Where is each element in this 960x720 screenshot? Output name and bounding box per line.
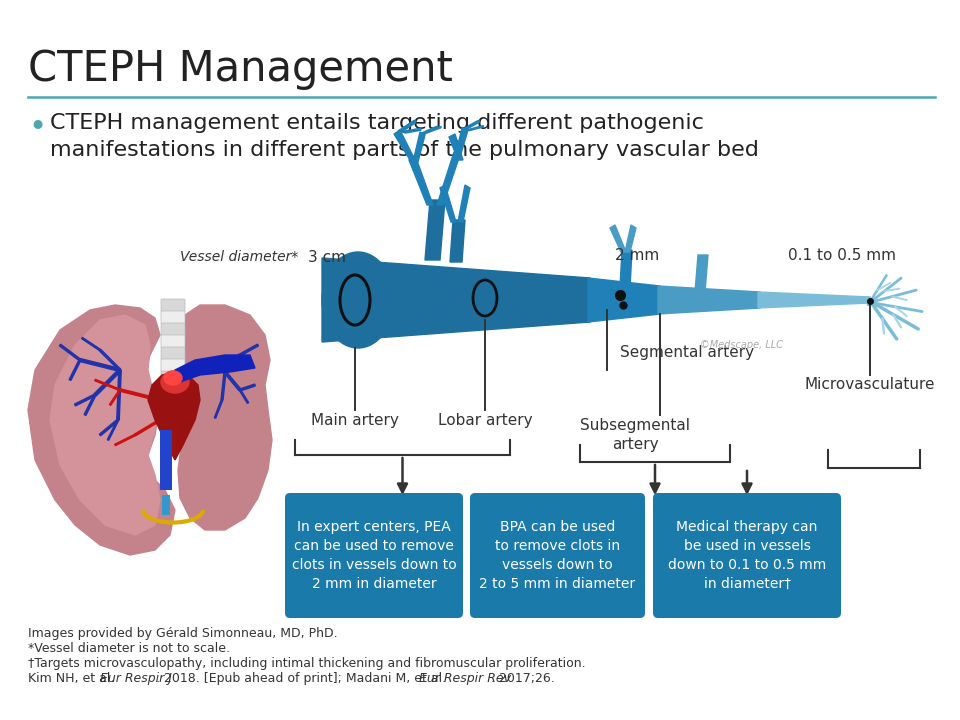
Polygon shape (120, 389, 160, 401)
Ellipse shape (322, 252, 394, 348)
Polygon shape (610, 225, 626, 252)
Polygon shape (224, 354, 241, 373)
Text: •: • (28, 113, 46, 142)
FancyBboxPatch shape (162, 495, 170, 515)
FancyBboxPatch shape (161, 335, 185, 348)
Text: Subsegmental
artery: Subsegmental artery (580, 418, 690, 451)
Text: Eur Respir Rev: Eur Respir Rev (419, 672, 511, 685)
Polygon shape (134, 419, 160, 436)
Polygon shape (99, 349, 121, 371)
Polygon shape (239, 344, 258, 356)
Polygon shape (695, 255, 708, 292)
FancyBboxPatch shape (161, 371, 185, 384)
Text: . 2017;26.: . 2017;26. (491, 672, 555, 685)
Text: Lobar artery: Lobar artery (438, 413, 532, 428)
FancyBboxPatch shape (160, 430, 172, 490)
FancyBboxPatch shape (653, 493, 841, 618)
Polygon shape (99, 419, 119, 436)
Text: Images provided by Gérald Simonneau, MD, PhD.: Images provided by Gérald Simonneau, MD,… (28, 627, 338, 640)
Polygon shape (214, 400, 223, 418)
FancyBboxPatch shape (161, 359, 185, 372)
Text: Medical therapy can
be used in vessels
down to 0.1 to 0.5 mm
in diameter†: Medical therapy can be used in vessels d… (668, 520, 827, 591)
Text: Kim NH, et al.: Kim NH, et al. (28, 672, 118, 685)
Polygon shape (60, 344, 81, 361)
Polygon shape (178, 305, 272, 530)
FancyBboxPatch shape (161, 311, 185, 324)
Polygon shape (322, 258, 590, 342)
Polygon shape (28, 305, 175, 555)
Polygon shape (625, 225, 636, 252)
Polygon shape (409, 155, 433, 205)
Text: 0.1 to 0.5 mm: 0.1 to 0.5 mm (788, 248, 896, 263)
Polygon shape (108, 420, 119, 441)
Polygon shape (658, 286, 760, 314)
Text: . 2018. [Epub ahead of print]; Madani M, et al.: . 2018. [Epub ahead of print]; Madani M,… (156, 672, 450, 685)
Polygon shape (758, 292, 870, 308)
Polygon shape (82, 338, 101, 351)
Polygon shape (620, 250, 632, 288)
Polygon shape (109, 390, 121, 405)
Text: Microvasculature: Microvasculature (804, 377, 935, 392)
Text: *Vessel diameter is not to scale.: *Vessel diameter is not to scale. (28, 642, 230, 655)
Polygon shape (240, 384, 255, 391)
Polygon shape (239, 354, 249, 369)
Text: In expert centers, PEA
can be used to remove
clots in vessels down to
2 mm in di: In expert centers, PEA can be used to re… (292, 520, 456, 591)
Polygon shape (148, 372, 200, 460)
Polygon shape (455, 128, 468, 157)
Text: 3 cm: 3 cm (308, 250, 346, 265)
Ellipse shape (161, 371, 189, 393)
Polygon shape (221, 372, 226, 400)
FancyBboxPatch shape (161, 347, 185, 360)
Polygon shape (413, 132, 425, 162)
Text: Segmental artery: Segmental artery (620, 345, 755, 360)
Polygon shape (440, 185, 456, 222)
Text: CTEPH Management: CTEPH Management (28, 48, 453, 90)
Polygon shape (95, 379, 120, 391)
Polygon shape (84, 395, 96, 415)
Text: Main artery: Main artery (311, 413, 399, 428)
Polygon shape (75, 394, 95, 406)
Text: BPA can be used
to remove clots in
vessels down to
2 to 5 mm in diameter: BPA can be used to remove clots in vesse… (479, 520, 636, 591)
Polygon shape (94, 369, 121, 396)
FancyBboxPatch shape (161, 323, 185, 336)
Text: Vessel diameter*: Vessel diameter* (180, 250, 299, 264)
Polygon shape (437, 152, 460, 205)
Polygon shape (458, 185, 470, 222)
Ellipse shape (164, 371, 182, 385)
Polygon shape (394, 130, 415, 160)
Polygon shape (588, 278, 660, 322)
Polygon shape (50, 315, 160, 535)
Polygon shape (449, 134, 463, 160)
Polygon shape (80, 359, 120, 372)
FancyBboxPatch shape (161, 299, 185, 312)
FancyBboxPatch shape (285, 493, 463, 618)
Text: 2 mm: 2 mm (615, 248, 660, 263)
Polygon shape (117, 370, 121, 420)
Polygon shape (175, 355, 255, 382)
Text: ©Medscape, LLC: ©Medscape, LLC (700, 340, 782, 350)
Polygon shape (114, 434, 135, 446)
Polygon shape (224, 372, 241, 391)
Text: CTEPH management entails targeting different pathogenic
manifestations in differ: CTEPH management entails targeting diffe… (50, 113, 758, 161)
FancyBboxPatch shape (470, 493, 645, 618)
Polygon shape (239, 390, 249, 403)
Polygon shape (69, 359, 81, 380)
Polygon shape (450, 220, 465, 262)
Text: Eur Respir J: Eur Respir J (100, 672, 172, 685)
Text: †Targets microvasculopathy, including intimal thickening and fibromuscular proli: †Targets microvasculopathy, including in… (28, 657, 586, 670)
Polygon shape (425, 200, 445, 260)
